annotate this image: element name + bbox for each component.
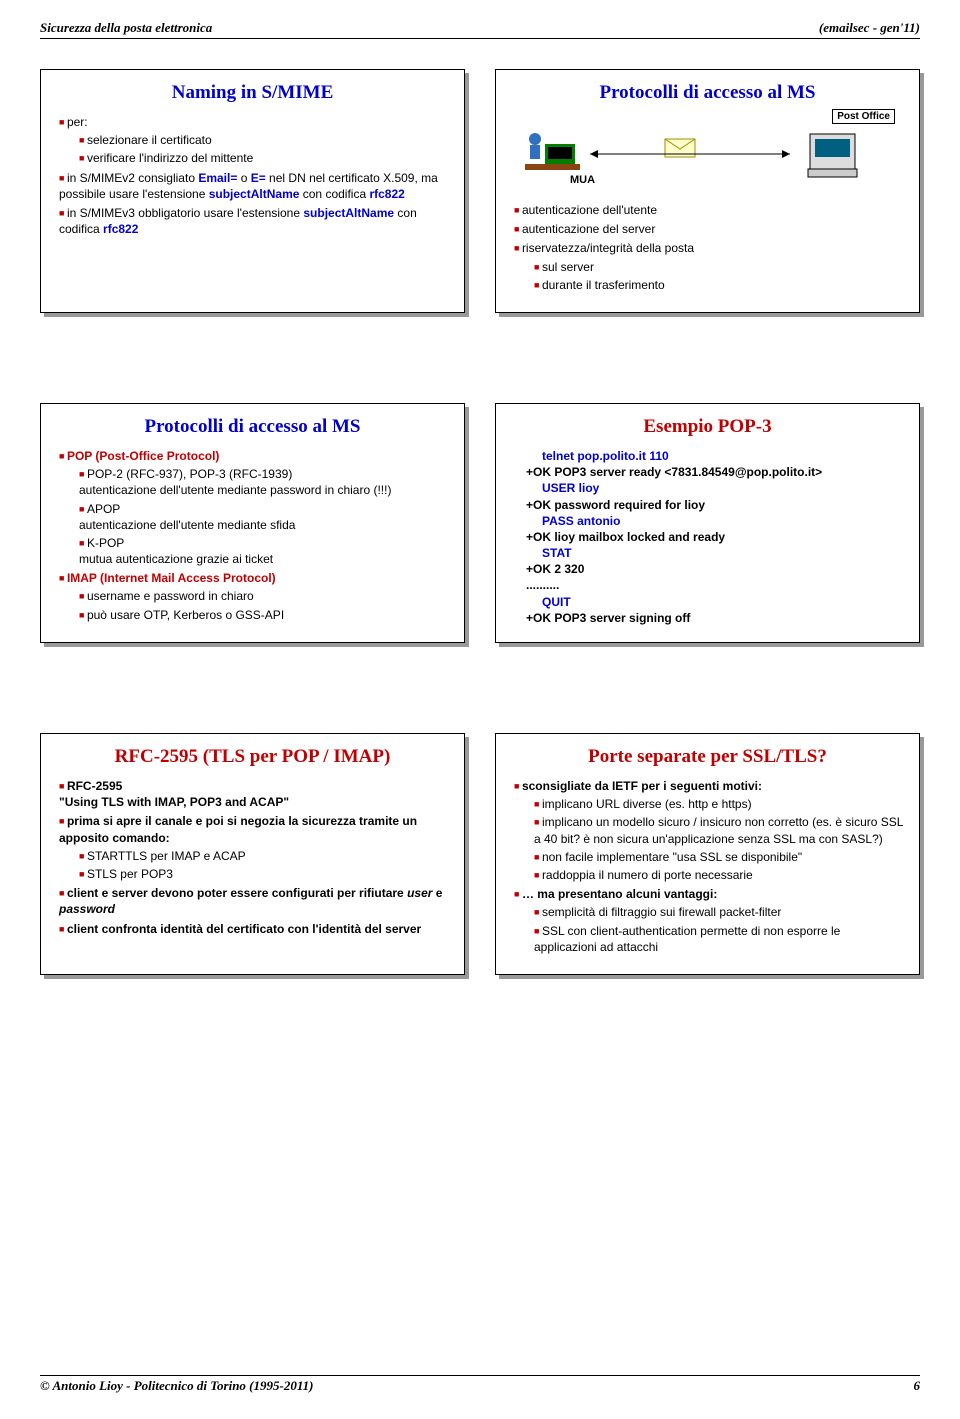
r1r-a: autenticazione dell'utente [514, 202, 905, 218]
sess-l7: STAT [526, 545, 905, 561]
sess-l5: PASS antonio [526, 513, 905, 529]
mua-label: MUA [570, 174, 595, 186]
footer-right: 6 [914, 1378, 921, 1394]
box-pop3-example: Esempio POP-3 telnet pop.polito.it 110 +… [495, 403, 920, 643]
pop-item: POP (Post-Office Protocol) POP-2 (RFC-93… [59, 448, 450, 567]
r3r-a4: raddoppia il numero di porte necessarie [534, 867, 905, 883]
r3l-b1: STARTTLS per IMAP e ACAP [79, 848, 450, 864]
page: Sicurezza della posta elettronica (email… [0, 0, 960, 1419]
box-protocols-list: Protocolli di accesso al MS POP (Post-Of… [40, 403, 465, 643]
row-1: Naming in S/MIME per: selezionare il cer… [40, 69, 920, 313]
r3l-a: RFC-2595 "Using TLS with IMAP, POP3 and … [59, 778, 450, 810]
row-3: RFC-2595 (TLS per POP / IMAP) RFC-2595 "… [40, 733, 920, 975]
r3r-b2: SSL con client-authentication permette d… [534, 923, 905, 955]
pop3-session: telnet pop.polito.it 110 +OK POP3 server… [510, 448, 905, 626]
title-protocols-2: Protocolli di accesso al MS [55, 416, 450, 438]
title-rfc2595: RFC-2595 (TLS per POP / IMAP) [55, 746, 450, 768]
r3r-a3: non facile implementare "usa SSL se disp… [534, 849, 905, 865]
row-2: Protocolli di accesso al MS POP (Post-Of… [40, 403, 920, 643]
sess-l1: telnet pop.polito.it 110 [526, 448, 905, 464]
r1l-sub1: selezionare il certificato [79, 132, 450, 148]
r3r-a2: implicano un modello sicuro / insicuro n… [534, 814, 905, 846]
page-header: Sicurezza della posta elettronica (email… [40, 20, 920, 39]
r1l-sub2: verificare l'indirizzo del mittente [79, 150, 450, 166]
box-ports-ssl: Porte separate per SSL/TLS? sconsigliate… [495, 733, 920, 975]
r3r-a: sconsigliate da IETF per i seguenti moti… [514, 778, 905, 883]
pop-sub3: K-POP mutua autenticazione grazie ai tic… [79, 535, 450, 567]
post-office-label: Post Office [832, 109, 895, 124]
page-footer: © Antonio Lioy - Politecnico di Torino (… [40, 1375, 920, 1394]
header-right: (emailsec - gen'11) [819, 20, 920, 36]
sess-l9: .......... [526, 577, 905, 593]
footer-left: © Antonio Lioy - Politecnico di Torino (… [40, 1378, 313, 1394]
diagram-svg [510, 114, 870, 194]
title-pop3: Esempio POP-3 [510, 416, 905, 438]
r3r-b1: semplicità di filtraggio sui firewall pa… [534, 904, 905, 920]
imap-sub2: può usare OTP, Kerberos o GSS-API [79, 607, 450, 623]
r3l-b: prima si apre il canale e poi si negozia… [59, 813, 450, 882]
sess-l4: +OK password required for lioy [526, 497, 905, 513]
box-naming-smime: Naming in S/MIME per: selezionare il cer… [40, 69, 465, 313]
r3l-d: client confronta identità del certificat… [59, 921, 450, 937]
r3l-c: client e server devono poter essere conf… [59, 885, 450, 917]
r1l-item-v2: in S/MIMEv2 consigliato Email= o E= nel … [59, 170, 450, 202]
title-naming: Naming in S/MIME [55, 82, 450, 104]
header-left: Sicurezza della posta elettronica [40, 20, 212, 36]
pop-sub2: APOP autenticazione dell'utente mediante… [79, 501, 450, 533]
box-protocols-ms-diagram: Protocolli di accesso al MS Post Office [495, 69, 920, 313]
sess-l10: QUIT [526, 594, 905, 610]
sess-l2: +OK POP3 server ready <7831.84549@pop.po… [526, 464, 905, 480]
r1r-b: autenticazione del server [514, 221, 905, 237]
r3r-b: … ma presentano alcuni vantaggi: semplic… [514, 886, 905, 955]
sess-l11: +OK POP3 server signing off [526, 610, 905, 626]
title-ports: Porte separate per SSL/TLS? [510, 746, 905, 768]
r1l-item-v3: in S/MIMEv3 obbligatorio usare l'estensi… [59, 205, 450, 237]
box-rfc2595: RFC-2595 (TLS per POP / IMAP) RFC-2595 "… [40, 733, 465, 975]
title-protocols-1: Protocolli di accesso al MS [510, 82, 905, 104]
r1r-c1: sul server [534, 259, 905, 275]
ms-diagram: Post Office [510, 114, 905, 194]
r1r-c2: durante il trasferimento [534, 277, 905, 293]
r3r-a1: implicano URL diverse (es. http e https) [534, 796, 905, 812]
pop-sub1: POP-2 (RFC-937), POP-3 (RFC-1939) autent… [79, 466, 450, 498]
r1l-item-per: per: selezionare il certificato verifica… [59, 114, 450, 167]
imap-sub1: username e password in chiaro [79, 588, 450, 604]
sess-l8: +OK 2 320 [526, 561, 905, 577]
r3l-b2: STLS per POP3 [79, 866, 450, 882]
imap-item: IMAP (Internet Mail Access Protocol) use… [59, 570, 450, 623]
sess-l3: USER lioy [526, 480, 905, 496]
sess-l6: +OK lioy mailbox locked and ready [526, 529, 905, 545]
r1r-c: riservatezza/integrità della posta sul s… [514, 240, 905, 293]
